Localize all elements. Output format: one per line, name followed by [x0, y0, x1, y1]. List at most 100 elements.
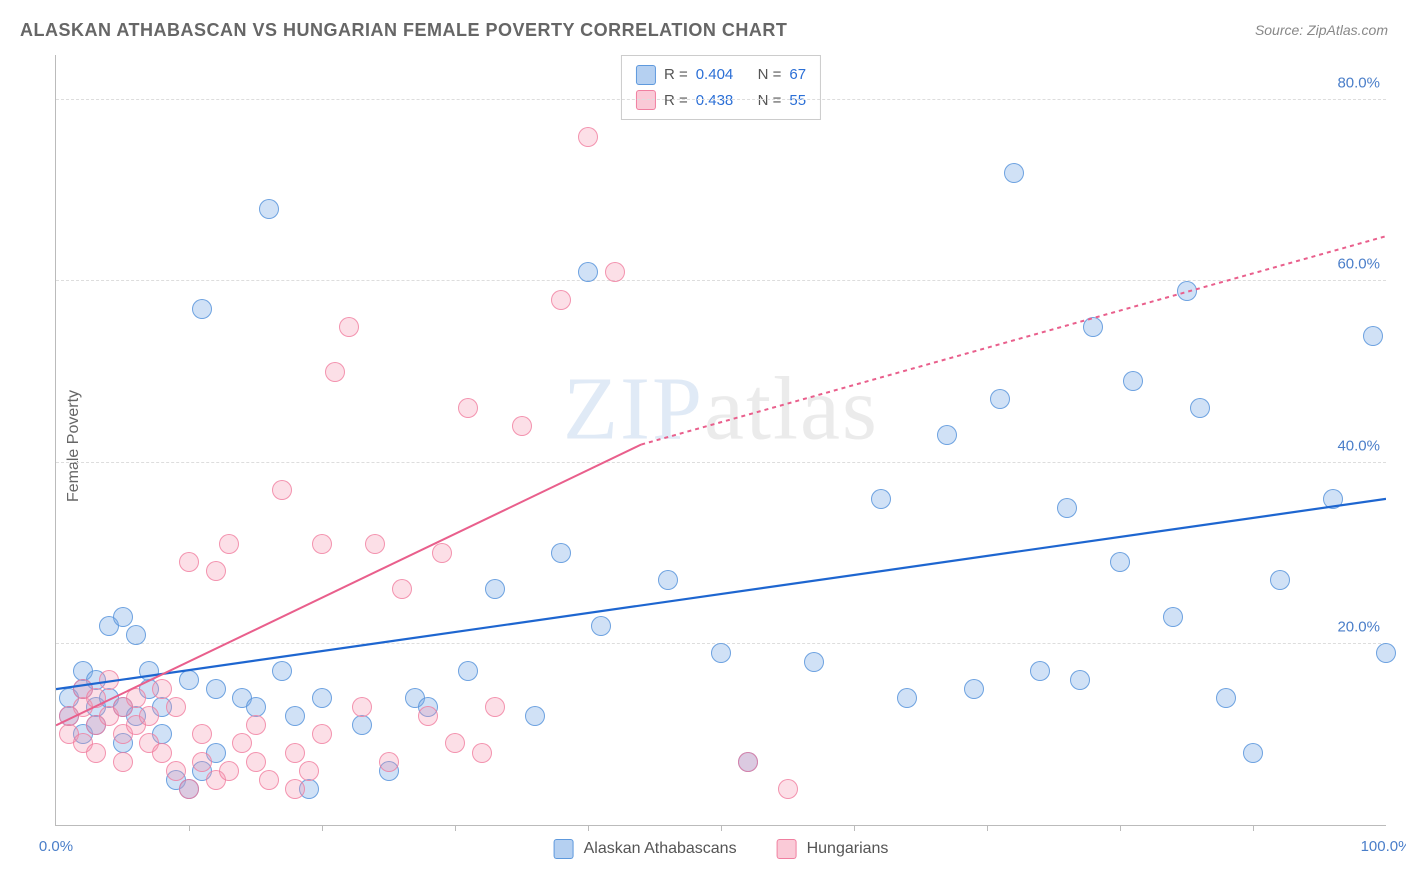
- legend-label-b: Hungarians: [807, 840, 889, 858]
- y-tick-label: 80.0%: [1337, 75, 1380, 92]
- data-point-b: [179, 552, 199, 572]
- legend-label-a: Alaskan Athabascans: [584, 840, 737, 858]
- data-point-a: [139, 661, 159, 681]
- data-point-a: [591, 616, 611, 636]
- data-point-a: [1376, 643, 1396, 663]
- legend-row-a: R = 0.404 N = 67: [636, 62, 806, 88]
- data-point-a: [1163, 607, 1183, 627]
- x-tick-mark: [455, 825, 456, 831]
- y-tick-label: 40.0%: [1337, 437, 1380, 454]
- data-point-b: [272, 480, 292, 500]
- data-point-b: [152, 743, 172, 763]
- data-point-a: [1363, 326, 1383, 346]
- data-point-b: [126, 688, 146, 708]
- data-point-b: [166, 761, 186, 781]
- source-attribution: Source: ZipAtlas.com: [1255, 22, 1388, 38]
- data-point-b: [299, 761, 319, 781]
- source-link[interactable]: ZipAtlas.com: [1307, 22, 1388, 38]
- data-point-b: [738, 752, 758, 772]
- n-label: N =: [758, 62, 782, 88]
- r-label: R =: [664, 62, 688, 88]
- data-point-b: [259, 770, 279, 790]
- data-point-a: [1270, 570, 1290, 590]
- data-point-b: [485, 697, 505, 717]
- data-point-a: [964, 679, 984, 699]
- data-point-a: [1070, 670, 1090, 690]
- x-tick-mark: [588, 825, 589, 831]
- data-point-b: [458, 398, 478, 418]
- x-tick-mark: [854, 825, 855, 831]
- source-label: Source:: [1255, 22, 1303, 38]
- data-point-b: [352, 697, 372, 717]
- data-point-b: [312, 534, 332, 554]
- data-point-a: [1004, 163, 1024, 183]
- data-point-a: [1030, 661, 1050, 681]
- data-point-a: [551, 543, 571, 563]
- data-point-b: [418, 706, 438, 726]
- data-point-b: [192, 752, 212, 772]
- gridline-y: [56, 99, 1386, 100]
- legend-item-b: Hungarians: [777, 839, 889, 859]
- data-point-a: [206, 679, 226, 699]
- data-point-b: [778, 779, 798, 799]
- correlation-legend: R = 0.404 N = 67 R = 0.438 N = 55: [621, 55, 821, 120]
- x-tick-mark: [189, 825, 190, 831]
- data-point-a: [259, 199, 279, 219]
- data-point-a: [1243, 743, 1263, 763]
- data-point-a: [246, 697, 266, 717]
- watermark-atlas: atlas: [704, 360, 879, 459]
- data-point-a: [1123, 371, 1143, 391]
- x-tick-mark: [1253, 825, 1254, 831]
- data-point-b: [379, 752, 399, 772]
- data-point-b: [246, 715, 266, 735]
- swatch-b: [777, 839, 797, 859]
- data-point-b: [432, 543, 452, 563]
- data-point-a: [1083, 317, 1103, 337]
- data-point-b: [312, 724, 332, 744]
- data-point-b: [472, 743, 492, 763]
- data-point-a: [658, 570, 678, 590]
- data-point-b: [325, 362, 345, 382]
- data-point-b: [192, 724, 212, 744]
- data-point-b: [219, 761, 239, 781]
- r-value-a: 0.404: [696, 62, 734, 88]
- data-point-b: [512, 416, 532, 436]
- data-point-a: [1177, 281, 1197, 301]
- data-point-b: [392, 579, 412, 599]
- data-point-b: [113, 752, 133, 772]
- data-point-b: [152, 679, 172, 699]
- data-point-b: [551, 290, 571, 310]
- data-point-b: [445, 733, 465, 753]
- series-legend: Alaskan Athabascans Hungarians: [554, 839, 889, 859]
- data-point-a: [1323, 489, 1343, 509]
- y-tick-label: 60.0%: [1337, 256, 1380, 273]
- data-point-a: [871, 489, 891, 509]
- data-point-b: [365, 534, 385, 554]
- data-point-a: [179, 670, 199, 690]
- data-point-a: [1110, 552, 1130, 572]
- data-point-a: [804, 652, 824, 672]
- swatch-a: [554, 839, 574, 859]
- legend-item-a: Alaskan Athabascans: [554, 839, 737, 859]
- x-tick-mark: [322, 825, 323, 831]
- data-point-a: [578, 262, 598, 282]
- data-point-a: [897, 688, 917, 708]
- data-point-a: [113, 607, 133, 627]
- x-tick-mark: [1120, 825, 1121, 831]
- x-tick-mark: [721, 825, 722, 831]
- data-point-b: [139, 706, 159, 726]
- data-point-a: [126, 625, 146, 645]
- data-point-b: [578, 127, 598, 147]
- x-tick-label: 100.0%: [1361, 838, 1406, 855]
- data-point-b: [285, 743, 305, 763]
- data-point-a: [272, 661, 292, 681]
- data-point-b: [339, 317, 359, 337]
- data-point-a: [1057, 498, 1077, 518]
- chart-title: ALASKAN ATHABASCAN VS HUNGARIAN FEMALE P…: [20, 20, 787, 41]
- data-point-a: [285, 706, 305, 726]
- data-point-b: [219, 534, 239, 554]
- data-point-b: [99, 670, 119, 690]
- data-point-a: [1216, 688, 1236, 708]
- data-point-b: [246, 752, 266, 772]
- data-point-a: [990, 389, 1010, 409]
